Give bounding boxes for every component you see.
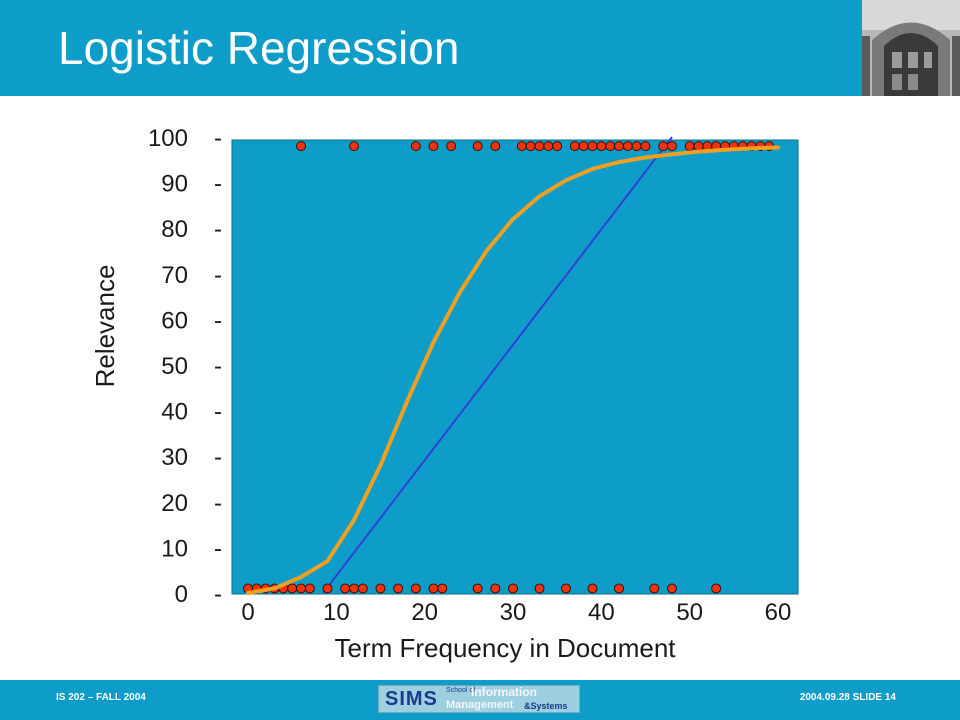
nonrelevant-point: [534, 583, 545, 594]
relevant-point: [587, 141, 598, 152]
relevant-point: [349, 141, 359, 152]
nonrelevant-point: [428, 583, 439, 594]
nonrelevant-point: [437, 583, 448, 594]
logo-management-text: Management: [446, 699, 514, 711]
nonrelevant-point: [711, 583, 722, 594]
y-tick-mark: -: [214, 490, 222, 517]
logo-main-text: SIMS: [385, 688, 438, 710]
logo-school-text: School of: [446, 687, 476, 694]
nonrelevant-point: [349, 583, 359, 594]
plot-area: [231, 139, 799, 595]
relevant-point: [622, 141, 633, 152]
nonrelevant-point: [393, 583, 404, 594]
nonrelevant-point: [490, 583, 501, 594]
y-axis: 0 -10 -20 -30 -40 -50 -60 -70 -80 -90 -100-: [148, 125, 222, 608]
building-photo: [862, 0, 960, 96]
y-tick-label: 0: [175, 581, 188, 608]
nonrelevant-point: [508, 583, 518, 594]
relevant-point: [534, 141, 545, 152]
y-axis-label: Relevance: [90, 265, 120, 388]
nonrelevant-point: [340, 583, 351, 594]
relevant-point: [667, 141, 677, 152]
relevant-point: [658, 141, 669, 152]
y-tick-label: 70: [161, 262, 188, 289]
y-tick-label: 60: [161, 307, 188, 334]
logistic-regression-chart: 0 -10 -20 -30 -40 -50 -60 -70 -80 -90 -100- 0 10 20 3…: [90, 125, 799, 663]
y-tick-label: 30: [161, 444, 188, 471]
x-tick-label: 10: [323, 599, 350, 626]
linear-fit-segment: [322, 136, 673, 594]
y-tick-mark: -: [214, 353, 222, 380]
y-tick-mark: -: [214, 444, 222, 471]
y-tick-mark: -: [214, 262, 222, 289]
logo-systems-text: &Systems: [524, 701, 568, 711]
relevant-point: [472, 141, 483, 152]
relevant-point: [578, 141, 589, 152]
x-axis: 0 10 20 30 40 50 60: [241, 599, 791, 626]
logo-information-text: Information: [471, 685, 537, 699]
relevant-point: [543, 141, 554, 152]
y-tick-mark: -: [214, 216, 222, 243]
y-tick-label: 40: [161, 399, 188, 426]
y-tick-mark: -: [214, 125, 222, 152]
nonrelevant-point: [375, 583, 386, 594]
slide-number: 2004.09.28 SLIDE 14: [799, 692, 896, 703]
relevant-point: [569, 141, 580, 152]
relevant-point: [552, 141, 563, 152]
nonrelevant-point: [410, 583, 421, 594]
relevant-point: [684, 141, 695, 152]
relevant-point: [693, 141, 704, 152]
relevant-point: [490, 141, 501, 152]
nonrelevant-point: [472, 583, 483, 594]
logistic-curve-path: [246, 145, 780, 595]
nonrelevant-point: [287, 583, 298, 594]
nonrelevant-point: [614, 583, 624, 594]
nonrelevant-point: [587, 583, 598, 594]
y-tick-label: 20: [161, 490, 188, 517]
relevant-point: [296, 141, 306, 152]
x-tick-label: 40: [588, 599, 615, 626]
x-tick-label: 0: [241, 599, 254, 626]
relevant-point: [428, 141, 439, 152]
relevant-point: [516, 141, 527, 152]
slide-footer: IS 202 – FALL 2004 SIMS School of Inform…: [0, 680, 960, 720]
slide-header: Logistic Regression: [0, 0, 960, 96]
relevant-point: [631, 141, 642, 152]
nonrelevant-point: [304, 583, 315, 594]
slide-title: Logistic Regression: [58, 22, 460, 74]
nonrelevant-point: [561, 583, 571, 594]
y-tick-mark: -: [214, 535, 222, 562]
y-tick-mark: -: [214, 581, 222, 608]
x-tick-label: 60: [765, 599, 792, 626]
linear-fit-line: [322, 136, 673, 594]
y-tick-label: 100: [148, 125, 188, 152]
nonrelevant-point: [357, 583, 368, 594]
relevant-point: [410, 141, 421, 152]
sims-logo: SIMS School of Information Management &S…: [378, 685, 580, 713]
relevant-point: [446, 141, 457, 152]
relevant-point: [640, 141, 651, 152]
relevant-point: [525, 141, 536, 152]
relevant-point: [614, 141, 624, 152]
nonrelevant-point: [649, 583, 660, 594]
x-tick-label: 30: [500, 599, 527, 626]
y-tick-label: 80: [161, 216, 188, 243]
y-tick-mark: -: [214, 171, 222, 198]
relevant-point: [596, 141, 607, 152]
nonrelevant-point: [296, 583, 306, 594]
course-label: IS 202 – FALL 2004: [56, 692, 146, 703]
relevant-point: [605, 141, 616, 152]
x-tick-label: 20: [411, 599, 438, 626]
y-tick-label: 50: [161, 353, 188, 380]
x-axis-label: Term Frequency in Document: [334, 633, 676, 663]
y-tick-label: 10: [161, 535, 188, 562]
x-tick-label: 50: [676, 599, 703, 626]
y-tick-label: 90: [161, 171, 188, 198]
nonrelevant-point: [667, 583, 677, 594]
y-tick-mark: -: [214, 307, 222, 334]
logistic-curve: [246, 145, 780, 595]
nonrelevant-point: [322, 583, 333, 594]
y-tick-mark: -: [214, 399, 222, 426]
